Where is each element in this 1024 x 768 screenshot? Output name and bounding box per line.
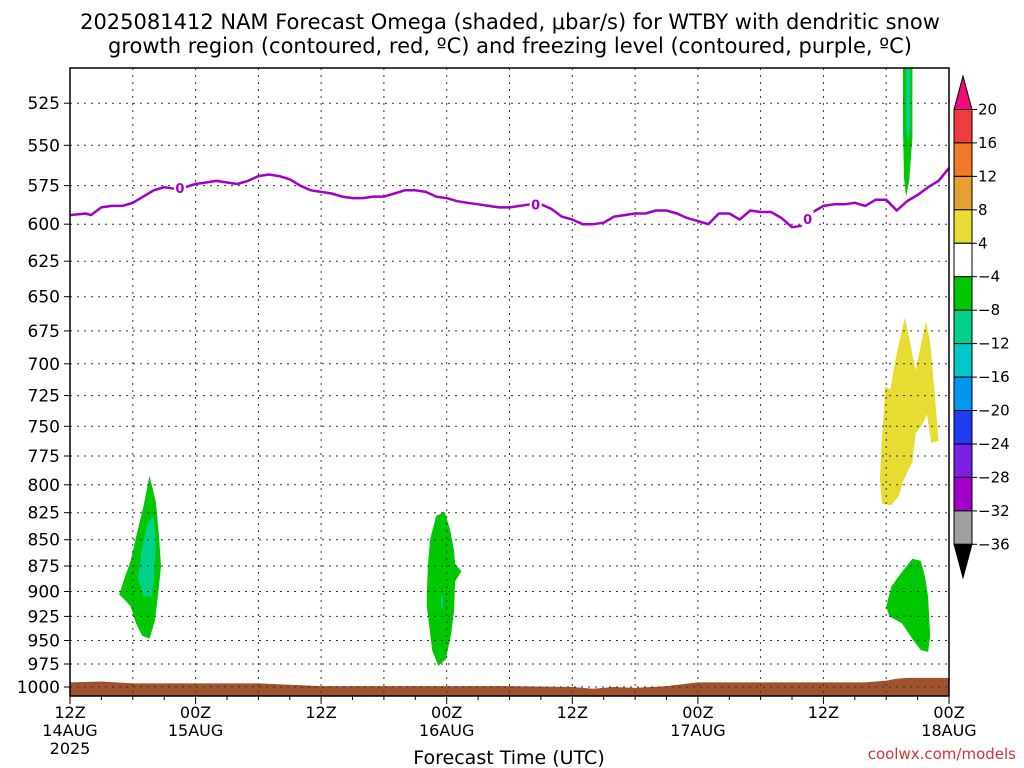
y-tick-label-975: 975 xyxy=(28,655,60,675)
colorbar-swatch-13 xyxy=(953,510,973,545)
omega-region-4 xyxy=(441,594,444,610)
colorbar-swatch-8 xyxy=(953,343,973,378)
y-axis: 525 550 575 600 625 650 675 700 725 750 775 800 825 8… xyxy=(17,94,70,698)
colorbar-swatch-4 xyxy=(953,209,973,244)
colorbar-label-10: −20 xyxy=(978,402,1010,420)
colorbar-label-8: −12 xyxy=(978,335,1010,353)
plot-background xyxy=(70,68,949,696)
colorbar-swatch-6 xyxy=(953,276,973,311)
y-tick-label-900: 900 xyxy=(28,583,60,603)
colorbar-swatch-9 xyxy=(953,376,973,412)
x-tick-label-h72-line1: 12Z xyxy=(808,703,839,722)
x-tick-label-h36-line2: 16AUG xyxy=(419,721,474,740)
colorbar-swatch-2 xyxy=(953,142,973,177)
x-tick-label-h48-line1: 12Z xyxy=(557,703,588,722)
y-tick-label-750: 750 xyxy=(28,417,60,437)
x-tick-label-h24-line1: 12Z xyxy=(305,703,336,722)
y-tick-label-550: 550 xyxy=(28,136,60,156)
freezing-level-layer: 0 0 0 xyxy=(69,167,950,229)
y-tick-label-850: 850 xyxy=(28,531,60,551)
x-tick-label-h84-line1: 00Z xyxy=(933,703,964,722)
colorbar-label-9: −16 xyxy=(978,368,1010,386)
y-tick-label-625: 625 xyxy=(28,252,60,272)
y-tick-label-1000: 1000 xyxy=(17,678,60,698)
y-tick-label-825: 825 xyxy=(28,504,60,524)
omega-region-1 xyxy=(119,475,161,639)
colorbar-label-14: −36 xyxy=(978,535,1010,553)
y-tick-label-875: 875 xyxy=(28,557,60,577)
x-tick-label-h12-line2: 15AUG xyxy=(168,721,223,740)
x-tick-label-h60-line2: 17AUG xyxy=(670,721,725,740)
plot-area: 0 0 0 xyxy=(69,67,950,697)
x-tick-label-h0-line3: 2025 xyxy=(50,739,91,758)
y-tick-label-925: 925 xyxy=(28,607,60,627)
colorbar-triangle-top xyxy=(953,74,973,110)
x-tick-label-h36-line1: 00Z xyxy=(431,703,462,722)
y-tick-label-600: 600 xyxy=(28,215,60,235)
colorbar-label-4: 8 xyxy=(978,201,988,219)
chart-title-line2: growth region (contoured, red, ºC) and f… xyxy=(108,34,912,58)
freezing-label-bg-3 xyxy=(801,210,814,227)
colorbar-swatch-5 xyxy=(953,242,973,278)
x-axis-label: Forecast Time (UTC) xyxy=(413,747,604,768)
chart-title-line1: 2025081412 NAM Forecast Omega (shaded, μ… xyxy=(80,10,940,34)
x-tick-label-h12-line1: 00Z xyxy=(180,703,211,722)
colorbar-label-12: −28 xyxy=(978,468,1010,486)
colorbar-swatch-12 xyxy=(953,476,973,512)
omega-region-3 xyxy=(426,511,462,666)
freezing-level-label-2: 0 xyxy=(531,198,540,213)
colorbar-swatch-10 xyxy=(953,410,973,445)
freezing-level-label-1: 0 xyxy=(175,182,184,197)
x-tick-label-h60-line1: 00Z xyxy=(682,703,713,722)
colorbar-label-13: −32 xyxy=(978,502,1010,520)
colorbar-label-3: 12 xyxy=(978,167,997,185)
y-tick-label-575: 575 xyxy=(28,177,60,197)
omega-shading-layer xyxy=(119,68,939,666)
credit-text: coolwx.com/models xyxy=(868,745,1016,763)
colorbar-swatch-3 xyxy=(953,175,973,211)
y-tick-label-700: 700 xyxy=(28,355,60,375)
colorbar-swatch-11 xyxy=(953,443,973,478)
freezing-level-label-3: 0 xyxy=(803,213,812,228)
omega-region-5 xyxy=(886,558,931,652)
omega-region-2 xyxy=(138,516,156,597)
colorbar-label-6: −4 xyxy=(978,268,1000,286)
y-tick-label-800: 800 xyxy=(28,476,60,496)
y-tick-label-675: 675 xyxy=(28,322,60,342)
colorbar-label-2: 16 xyxy=(978,134,997,152)
colorbar-triangle-bottom xyxy=(953,543,973,580)
omega-region-6 xyxy=(879,317,939,505)
y-tick-label-650: 650 xyxy=(28,288,60,308)
omega-region-8 xyxy=(906,68,911,142)
y-tick-label-775: 775 xyxy=(28,447,60,467)
y-tick-label-525: 525 xyxy=(28,94,60,114)
colorbar-swatch-7 xyxy=(953,309,973,345)
colorbar: 20 16 12 8 4 −4 −8 −12 −16 −20 −24 −28 −32 −36 xyxy=(953,74,1010,580)
colorbar-swatch-1 xyxy=(953,109,973,144)
x-tick-label-h84-line2: 18AUG xyxy=(921,721,976,740)
ground-surface xyxy=(70,677,949,696)
x-tick-label-h0-line2: 14AUG xyxy=(42,721,97,740)
freezing-label-bg-1 xyxy=(173,180,186,196)
x-tick-label-h0-line1: 12Z xyxy=(54,703,85,722)
colorbar-label-1: 20 xyxy=(978,101,997,119)
ground-layer xyxy=(70,677,949,696)
colorbar-label-5: 4 xyxy=(978,234,988,252)
y-tick-label-725: 725 xyxy=(28,387,60,407)
freezing-label-bg-2 xyxy=(529,196,542,213)
colorbar-label-11: −24 xyxy=(978,435,1010,453)
colorbar-label-7: −8 xyxy=(978,301,1000,319)
y-tick-label-950: 950 xyxy=(28,632,60,652)
